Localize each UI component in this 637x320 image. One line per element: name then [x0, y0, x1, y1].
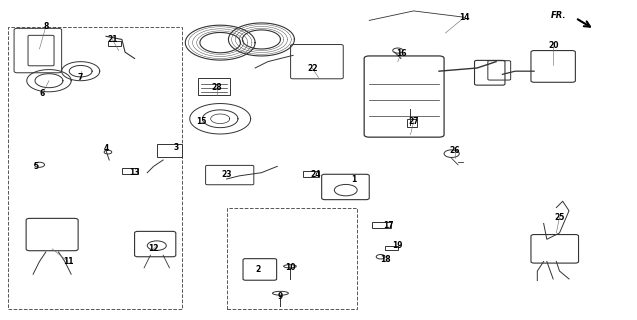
Bar: [8, 27, 182, 309]
Bar: [303, 171, 318, 178]
Text: 26: 26: [450, 146, 460, 155]
Text: 13: 13: [129, 168, 140, 177]
Text: 9: 9: [278, 292, 283, 301]
Text: 17: 17: [383, 220, 394, 229]
Text: 10: 10: [285, 263, 295, 272]
Text: FR.: FR.: [550, 11, 566, 20]
Text: 28: 28: [211, 83, 222, 92]
Text: 23: 23: [221, 170, 232, 179]
Bar: [122, 168, 138, 174]
Text: 1: 1: [351, 174, 356, 184]
Text: 14: 14: [459, 13, 469, 22]
Text: 12: 12: [148, 244, 159, 253]
Text: 24: 24: [310, 170, 320, 179]
Bar: [108, 41, 120, 46]
Text: 25: 25: [554, 212, 564, 222]
Bar: [227, 208, 357, 309]
Text: 18: 18: [380, 255, 390, 264]
Bar: [407, 119, 417, 127]
Text: 11: 11: [62, 257, 73, 266]
Text: 6: 6: [40, 89, 45, 98]
Text: 20: 20: [548, 41, 559, 50]
Bar: [157, 144, 182, 157]
Bar: [198, 77, 230, 95]
Text: 4: 4: [103, 144, 109, 153]
Text: 27: 27: [408, 117, 419, 126]
Bar: [385, 246, 397, 251]
Text: 3: 3: [173, 143, 178, 152]
Bar: [373, 222, 391, 228]
Text: 15: 15: [196, 117, 206, 126]
Text: 22: 22: [307, 63, 317, 73]
Text: 8: 8: [43, 22, 48, 31]
Text: 19: 19: [392, 241, 403, 250]
Text: 16: 16: [396, 49, 406, 58]
Text: 7: 7: [78, 73, 83, 82]
Text: 5: 5: [34, 162, 39, 171]
Text: 21: 21: [107, 35, 118, 44]
Text: 2: 2: [255, 265, 261, 274]
